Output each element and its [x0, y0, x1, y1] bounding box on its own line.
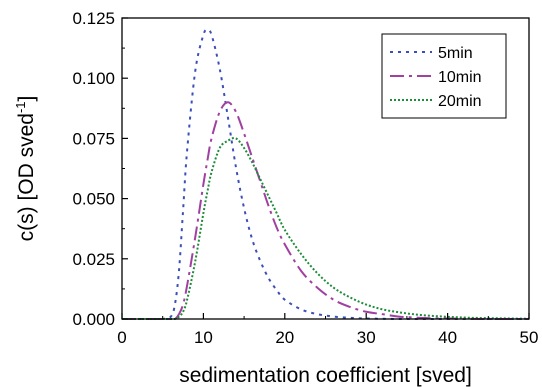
ticks-layer: 0 10 20 30 40 50 0.000 0.025 0.050 0.075 0.100 0.12…: [72, 9, 538, 347]
y-tick-label: 0.125: [72, 9, 115, 28]
legend-label-10min: 10min: [438, 69, 482, 86]
y-tick-label: 0.100: [72, 69, 115, 88]
y-axis-title-main: c(s) [OD sved: [15, 113, 38, 241]
x-axis-title: sedimentation coefficient [sved]: [179, 364, 472, 387]
x-tick-label: 20: [275, 328, 294, 347]
legend-label-20min: 20min: [438, 93, 482, 110]
x-tick-label: 40: [438, 328, 457, 347]
y-axis-title: c(s) [OD sved-1]: [13, 96, 38, 242]
y-tick-label: 0.025: [72, 250, 115, 269]
legend: 5min 10min 20min: [381, 33, 507, 119]
series-line-20min: [121, 137, 530, 320]
series-line-10min: [121, 101, 529, 320]
x-tick-label: 0: [117, 328, 126, 347]
x-tick-label: 50: [520, 328, 539, 347]
legend-box: [381, 33, 507, 119]
y-axis-title-superscript: -1: [13, 101, 28, 113]
x-tick-label: 30: [357, 328, 376, 347]
y-tick-label: 0.050: [72, 190, 115, 209]
x-tick-label: 10: [194, 328, 213, 347]
y-axis-title-suffix: ]: [15, 96, 38, 102]
y-tick-label: 0.075: [72, 129, 115, 148]
legend-label-5min: 5min: [438, 45, 473, 62]
y-tick-label: 0.000: [72, 310, 115, 329]
